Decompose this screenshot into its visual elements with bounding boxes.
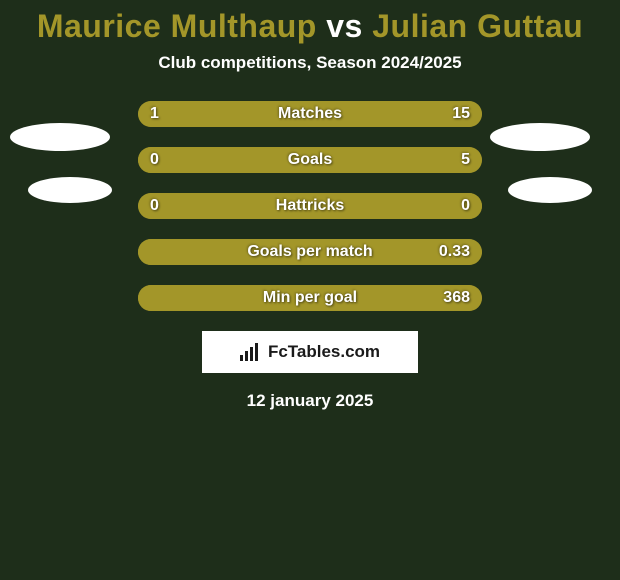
stat-right-value: 15 bbox=[452, 105, 470, 123]
stat-label: Goals bbox=[288, 151, 332, 169]
stat-label: Min per goal bbox=[263, 289, 357, 307]
stat-right-value: 5 bbox=[461, 151, 470, 169]
title-player1: Maurice Multhaup bbox=[37, 8, 317, 44]
stat-label: Matches bbox=[278, 105, 342, 123]
stat-right-value: 0 bbox=[461, 197, 470, 215]
stat-left-value: 1 bbox=[150, 105, 159, 123]
bar-left-fill bbox=[138, 101, 200, 127]
avatar-left1 bbox=[10, 123, 110, 151]
title-player2: Julian Guttau bbox=[372, 8, 583, 44]
stat-right-value: 368 bbox=[443, 289, 470, 307]
avatar-right2 bbox=[508, 177, 592, 203]
stat-right-value: 0.33 bbox=[439, 243, 470, 261]
subtitle: Club competitions, Season 2024/2025 bbox=[0, 53, 620, 73]
date-text: 12 january 2025 bbox=[0, 391, 620, 411]
stat-label: Goals per match bbox=[247, 243, 372, 261]
logo-text: FcTables.com bbox=[268, 342, 380, 362]
stat-row: 0 5 Goals bbox=[138, 147, 482, 173]
stat-row: 368 Min per goal bbox=[138, 285, 482, 311]
avatar-left2 bbox=[28, 177, 112, 203]
stat-row: 0 0 Hattricks bbox=[138, 193, 482, 219]
stat-row: 0.33 Goals per match bbox=[138, 239, 482, 265]
stat-label: Hattricks bbox=[276, 197, 344, 215]
bars-icon bbox=[240, 343, 262, 361]
fctables-logo: FcTables.com bbox=[202, 331, 418, 373]
stat-left-value: 0 bbox=[150, 151, 159, 169]
title-vs: vs bbox=[317, 8, 372, 44]
stat-left-value: 0 bbox=[150, 197, 159, 215]
avatar-right1 bbox=[490, 123, 590, 151]
page-title: Maurice Multhaup vs Julian Guttau bbox=[0, 0, 620, 45]
stat-row: 1 15 Matches bbox=[138, 101, 482, 127]
